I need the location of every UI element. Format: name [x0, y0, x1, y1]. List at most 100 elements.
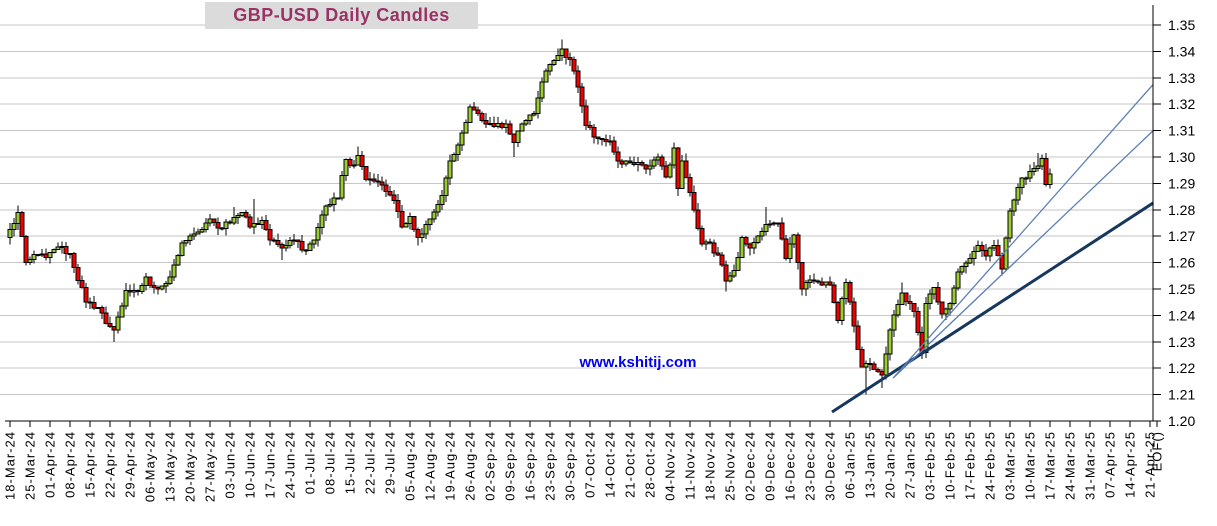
candle-down: [147, 276, 153, 287]
candle-up: [623, 160, 629, 165]
candle-down: [567, 56, 573, 60]
candle-up: [159, 285, 165, 290]
candle-down: [243, 211, 249, 218]
candle-down: [775, 222, 781, 225]
x-axis-label: 18-Mar-24: [3, 431, 18, 500]
candle-up: [123, 289, 129, 307]
x-axis-label: 21-Apr-25: [1143, 431, 1158, 498]
candle-down: [851, 301, 857, 327]
candle-down: [511, 133, 517, 143]
candle-down: [871, 363, 877, 371]
candle-up: [967, 258, 973, 264]
candle-down: [379, 181, 385, 186]
x-axis-label: 16-Dec-24: [783, 431, 798, 501]
x-axis-label: 24-Jun-24: [283, 431, 298, 499]
x-axis-label: 12-Aug-24: [423, 431, 438, 501]
candle-down: [127, 289, 133, 293]
candle-down: [295, 239, 301, 242]
candle-up: [987, 247, 993, 257]
candle-up: [339, 174, 345, 199]
candle-down: [483, 119, 489, 125]
candle-down: [815, 280, 821, 283]
candle-down: [563, 48, 569, 58]
candle-down: [627, 160, 633, 163]
candle-up: [327, 203, 333, 207]
candle-up: [139, 284, 145, 293]
x-axis-label: 29-Apr-24: [123, 431, 138, 498]
candle-up: [51, 248, 57, 253]
candle-up: [235, 214, 241, 219]
y-axis-label: 1.28: [1168, 202, 1195, 218]
candle-up: [183, 239, 189, 244]
candle-down: [831, 284, 837, 304]
x-axis-label: 03-Mar-25: [1003, 431, 1018, 500]
candle-up: [503, 123, 509, 129]
candle-up: [291, 239, 297, 242]
candle-up: [239, 211, 245, 216]
candle-down: [75, 266, 81, 282]
candle-up: [551, 59, 557, 66]
candle-down: [391, 194, 397, 202]
candle-down: [799, 262, 805, 290]
candle-up: [487, 122, 493, 125]
candle-down: [227, 221, 233, 224]
candle-up: [319, 214, 325, 229]
candle-up: [119, 305, 125, 318]
x-axis-label: 22-Jul-24: [363, 431, 378, 494]
candle-down: [719, 254, 725, 266]
candle-up: [1039, 157, 1045, 167]
candle-up: [559, 48, 565, 56]
candle-up: [803, 282, 809, 290]
candle-up: [727, 275, 733, 282]
x-axis-label: 19-Aug-24: [443, 431, 458, 501]
candle-up: [167, 276, 173, 285]
x-axis-label: 03-Feb-25: [923, 431, 938, 500]
candle-up: [175, 254, 181, 266]
candle-down: [747, 243, 753, 249]
candle-down: [683, 160, 689, 179]
candle-up: [931, 287, 937, 295]
x-axis-label: 14-Apr-25: [1123, 431, 1138, 498]
candle-down: [263, 219, 269, 230]
x-axis-label: 30-Dec-24: [823, 431, 838, 501]
x-axis-label: 16-Sep-24: [523, 431, 538, 501]
candle-down: [151, 285, 157, 289]
watermark-link: www.kshitij.com: [579, 354, 697, 371]
candle-down: [615, 151, 621, 162]
candle-down: [479, 112, 485, 121]
x-axis-label: 27-Jan-25: [903, 431, 918, 499]
candle-up: [1007, 210, 1013, 239]
candle-up: [647, 165, 653, 170]
candle-up: [203, 222, 209, 231]
candle-up: [367, 178, 373, 181]
candle-down: [819, 281, 825, 286]
candle-up: [47, 251, 53, 258]
candle-up: [343, 159, 349, 176]
x-axis-label: 01-Apr-24: [43, 431, 58, 498]
candle-up: [311, 239, 317, 245]
candle-up: [11, 223, 17, 231]
x-axis-label: 29-Jul-24: [383, 431, 398, 494]
candle-up: [955, 271, 961, 289]
candle-down: [575, 70, 581, 88]
y-axis-label: 1.21: [1168, 387, 1195, 403]
candle-down: [303, 249, 309, 252]
candle-up: [787, 243, 793, 260]
candle-down: [587, 124, 593, 128]
candle-up: [895, 303, 901, 316]
candle-up: [943, 308, 949, 315]
x-axis-label: 23-Sep-24: [543, 431, 558, 501]
candle-down: [915, 310, 921, 333]
candle-up: [195, 231, 201, 235]
candle-down: [399, 211, 405, 228]
x-axis-label: 28-Oct-24: [643, 431, 658, 498]
candle-up: [455, 144, 461, 155]
candle-down: [71, 252, 77, 268]
x-axis-label: 31-Mar-25: [1083, 431, 1098, 500]
candle-down: [155, 287, 161, 290]
x-axis-label: 07-Oct-24: [583, 431, 598, 498]
y-axis-label: 1.30: [1168, 149, 1195, 165]
candle-up: [963, 262, 969, 268]
y-axis-label: 1.33: [1168, 70, 1195, 86]
